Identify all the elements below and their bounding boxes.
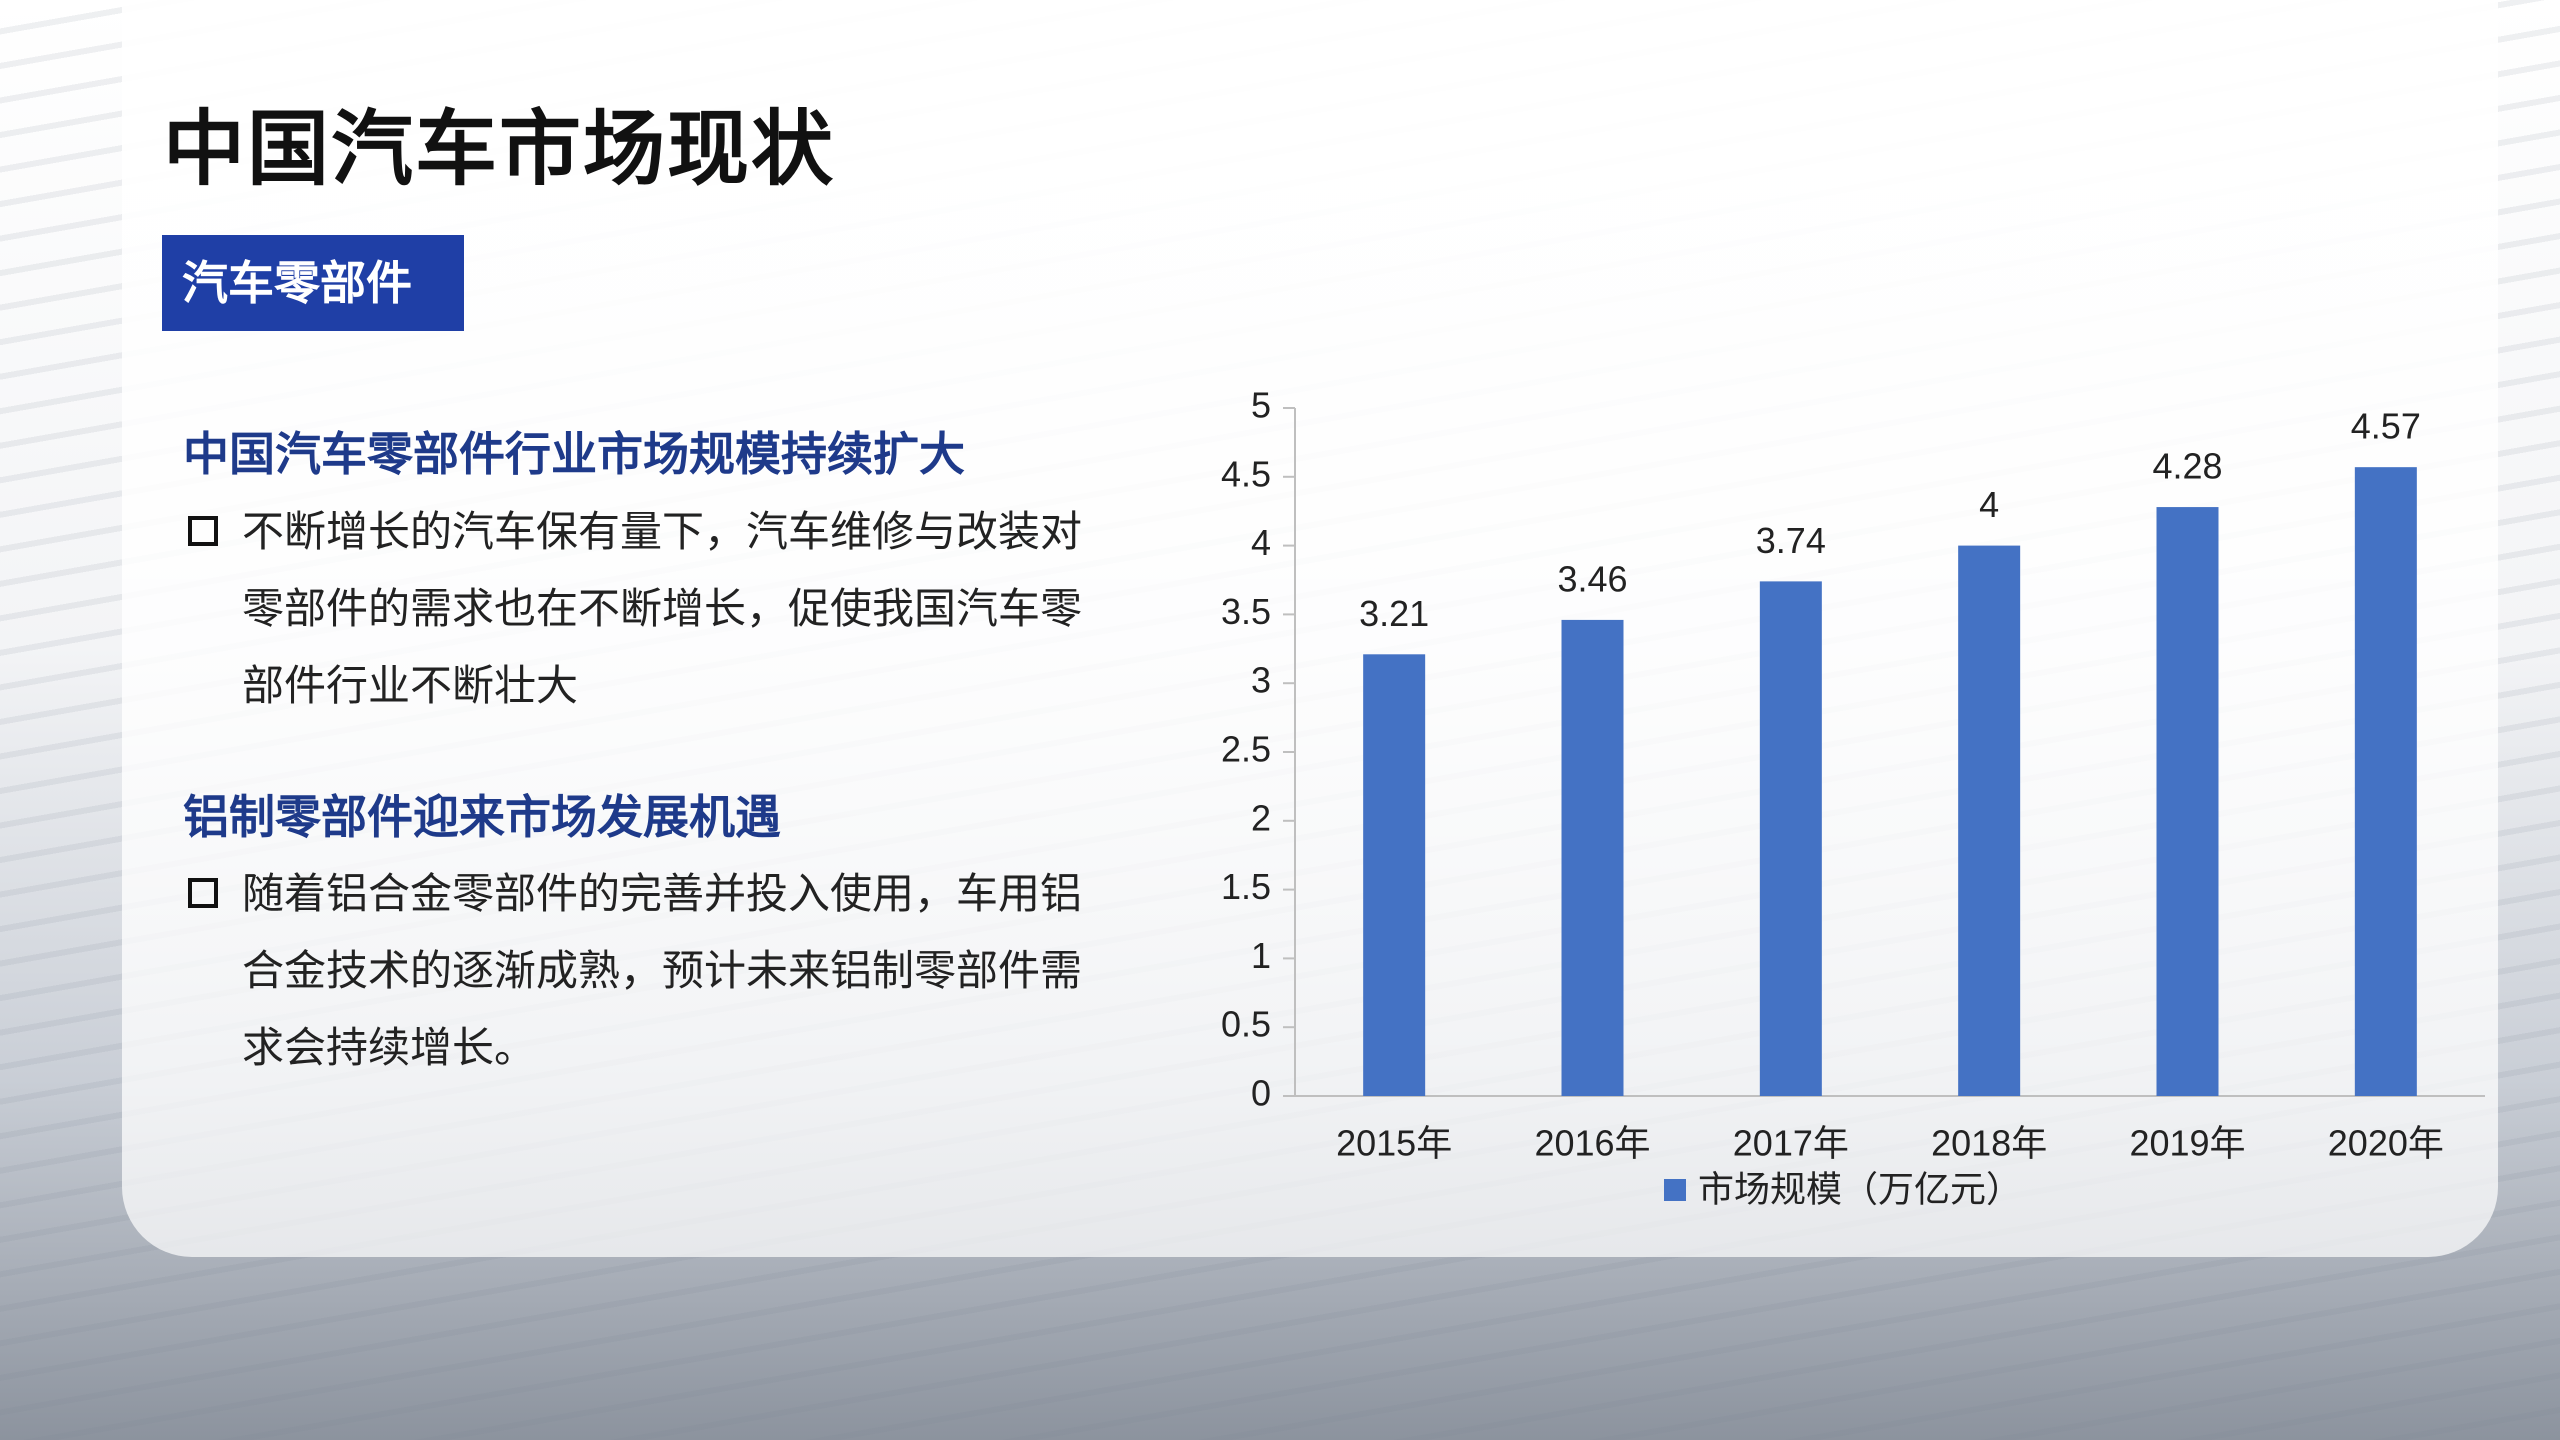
bar: [2156, 507, 2219, 1096]
data-label: 3.21: [1359, 593, 1429, 634]
y-tick-label: 1.5: [1221, 866, 1271, 907]
x-tick-label: 2019年: [2129, 1123, 2245, 1164]
x-tick-label: 2015年: [1336, 1123, 1452, 1164]
bar: [1759, 581, 1822, 1096]
legend-label: 市场规模（万亿元）: [1698, 1169, 2022, 1210]
x-tick-label: 2016年: [1534, 1123, 1650, 1164]
bullet-box: [188, 516, 218, 546]
y-tick-label: 0.5: [1221, 1004, 1271, 1045]
x-tick-label: 2017年: [1733, 1123, 1849, 1164]
y-tick-label: 1: [1251, 935, 1271, 976]
y-tick-label: 3: [1251, 660, 1271, 701]
y-tick-label: 3.5: [1221, 591, 1271, 632]
bar: [1958, 545, 2021, 1096]
y-tick-label: 4: [1251, 522, 1271, 563]
bar: [1363, 654, 1426, 1096]
slide-title: 中国汽车市场现状: [163, 104, 836, 195]
section-heading: 中国汽车零部件行业市场规模持续扩大: [183, 428, 965, 480]
content-panel: [122, 0, 2498, 1257]
bullet-box: [188, 878, 218, 908]
bullet-text: 随着铝合金零部件的完善并投入使用，车用铝合金技术的逐渐成熟，预计未来铝制零部件需…: [242, 870, 1083, 1071]
y-tick-label: 5: [1251, 385, 1271, 426]
bar: [1561, 619, 1624, 1096]
bullet-text: 不断增长的汽车保有量下，汽车维修与改装对零部件的需求也在不断增长，促使我国汽车零…: [242, 508, 1083, 709]
data-label: 3.46: [1557, 558, 1627, 599]
data-label: 4: [1979, 484, 1999, 525]
y-tick-label: 2.5: [1221, 729, 1271, 770]
bar: [2354, 467, 2417, 1097]
x-tick-label: 2020年: [2328, 1123, 2444, 1164]
section-tag: 汽车零部件: [162, 235, 464, 331]
y-tick-label: 4.5: [1221, 453, 1271, 494]
y-tick-label: 0: [1251, 1073, 1271, 1114]
x-tick-label: 2018年: [1931, 1123, 2047, 1164]
y-tick-label: 2: [1251, 797, 1271, 838]
data-label: 3.74: [1756, 520, 1826, 561]
data-label: 4.28: [2152, 446, 2222, 487]
section-heading: 铝制零部件迎来市场发展机遇: [183, 791, 781, 843]
legend-swatch: [1664, 1179, 1686, 1201]
data-label: 4.57: [2351, 406, 2421, 447]
